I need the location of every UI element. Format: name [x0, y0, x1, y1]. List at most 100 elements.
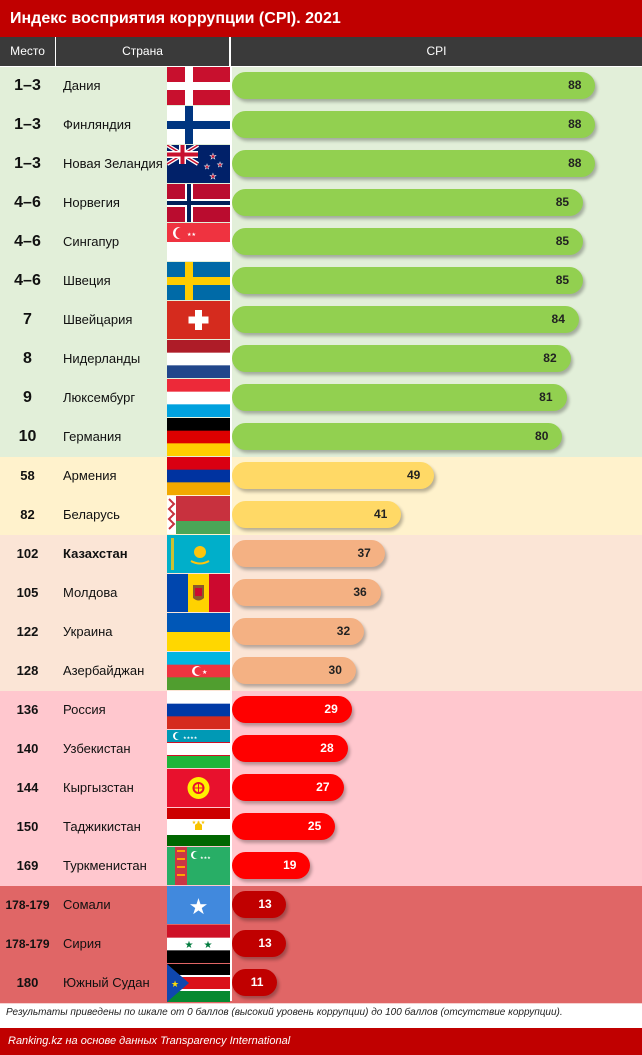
rank-cell: 169	[16, 858, 39, 873]
bar-cell: 30	[231, 652, 642, 690]
singapore-flag: ★★	[167, 223, 230, 261]
cpi-bar: 88	[232, 111, 596, 138]
bar-cell: 28	[231, 730, 642, 768]
table-row: 1–3 Финляндия 88	[0, 106, 642, 146]
bar-cell: 13	[231, 886, 642, 924]
country-name: Таджикистан	[63, 819, 141, 834]
table-row: 105 Молдова 36	[0, 574, 642, 614]
bar-cell: 19	[231, 847, 642, 885]
footnote: Результаты приведены по шкале от 0 балло…	[6, 1007, 563, 1018]
rank-cell: 178-179	[5, 898, 50, 912]
cpi-value-label: 32	[336, 624, 351, 638]
cpi-bar: 41	[232, 501, 402, 528]
bar-cell: 32	[231, 613, 642, 651]
source-line: Ranking.kz на основе данных Transparency…	[0, 1028, 642, 1055]
country-name: Украина	[63, 624, 113, 639]
cpi-value-label: 28	[320, 741, 334, 755]
cpi-value-label: 85	[555, 234, 570, 248]
rank-cell: 9	[23, 389, 32, 406]
cpi-value-label: 82	[543, 351, 557, 365]
svg-text:★: ★	[171, 979, 179, 989]
svg-text:★: ★	[204, 163, 210, 171]
country-name: Кыргызстан	[63, 780, 134, 795]
russia-flag	[167, 691, 230, 729]
cpi-bar: 49	[232, 462, 435, 489]
bar-cell: 85	[231, 262, 642, 300]
svg-text:★: ★	[189, 894, 209, 919]
rank-cell: 1–3	[14, 155, 41, 172]
country-name: Россия	[63, 702, 106, 717]
somalia-flag: ★	[167, 886, 230, 924]
rank-cell: 1–3	[14, 116, 41, 133]
cpi-value-label: 19	[283, 858, 297, 872]
country-name: Южный Судан	[63, 975, 150, 990]
cpi-value-label: 80	[535, 429, 549, 443]
rank-cell: 10	[18, 428, 37, 445]
rank-cell: 140	[16, 741, 39, 756]
svg-text:★★★: ★★★	[192, 820, 206, 826]
country-name: Сирия	[63, 936, 102, 951]
rank-cell: 144	[16, 780, 39, 795]
cpi-value-label: 29	[324, 702, 338, 716]
country-name: Новая Зеландия	[63, 156, 163, 171]
header-cpi: CPI	[231, 37, 642, 66]
cpi-bar: 84	[232, 306, 579, 333]
ukraine-flag	[167, 613, 230, 651]
table-row: 4–6 Норвегия 85	[0, 184, 642, 224]
cpi-value-label: 11	[250, 975, 264, 989]
table-row: 1–3 Дания 88	[0, 67, 642, 107]
cpi-bar: 28	[232, 735, 348, 762]
cpi-value-label: 49	[407, 468, 421, 482]
cpi-bar: 37	[232, 540, 385, 567]
country-name: Узбекистан	[63, 741, 131, 756]
cpi-bar: 85	[232, 189, 584, 216]
rank-cell: 128	[16, 663, 39, 678]
country-name: Нидерланды	[63, 351, 141, 366]
rank-cell: 4–6	[14, 194, 41, 211]
tajikistan-flag: ★★★	[167, 808, 230, 846]
table-row: 122 Украина 32	[0, 613, 642, 653]
chart-title: Индекс восприятия коррупции (CPI). 2021	[0, 0, 642, 37]
bar-cell: 84	[231, 301, 642, 339]
table-row: 180 Южный Судан ★ 11	[0, 964, 642, 1004]
bar-cell: 88	[231, 106, 642, 144]
rank-cell: 4–6	[14, 233, 41, 250]
bar-cell: 88	[231, 67, 642, 105]
country-name: Финляндия	[63, 117, 132, 132]
cpi-bar: 11	[232, 969, 278, 996]
rank-cell: 105	[16, 585, 39, 600]
norway-flag	[167, 184, 230, 222]
cpi-bar: 13	[232, 930, 286, 957]
rank-cell: 58	[20, 468, 35, 483]
denmark-flag	[167, 67, 230, 105]
netherlands-flag	[167, 340, 230, 378]
cpi-value-label: 84	[551, 312, 565, 326]
table-row: 58 Армения 49	[0, 457, 642, 497]
country-name: Беларусь	[63, 507, 120, 522]
cpi-bar: 82	[232, 345, 571, 372]
cpi-bar: 25	[232, 813, 336, 840]
kyrgyzstan-flag	[167, 769, 230, 807]
table-row: 7 Швейцария 84	[0, 301, 642, 341]
cpi-value-label: 13	[258, 897, 272, 911]
bar-cell: 36	[231, 574, 642, 612]
cpi-value-label: 88	[568, 117, 582, 131]
sweden-flag	[167, 262, 230, 300]
bar-cell: 41	[231, 496, 642, 534]
cpi-bar: 81	[232, 384, 567, 411]
cpi-bar: 13	[232, 891, 286, 918]
turkmenistan-flag: ★★★	[167, 847, 230, 885]
country-name: Сомали	[63, 897, 111, 912]
bar-cell: 80	[231, 418, 642, 456]
rank-cell: 180	[16, 975, 39, 990]
bar-cell: 82	[231, 340, 642, 378]
kazakhstan-flag	[167, 535, 230, 573]
rank-cell: 4–6	[14, 272, 41, 289]
country-name: Швеция	[63, 273, 111, 288]
country-name: Люксембург	[63, 390, 136, 405]
bar-cell: 25	[231, 808, 642, 846]
bar-cell: 85	[231, 223, 642, 261]
svg-text:★: ★	[202, 669, 207, 676]
table-row: 178-179 Сомали ★ 13	[0, 886, 642, 926]
syria-flag: ★ ★	[167, 925, 230, 963]
